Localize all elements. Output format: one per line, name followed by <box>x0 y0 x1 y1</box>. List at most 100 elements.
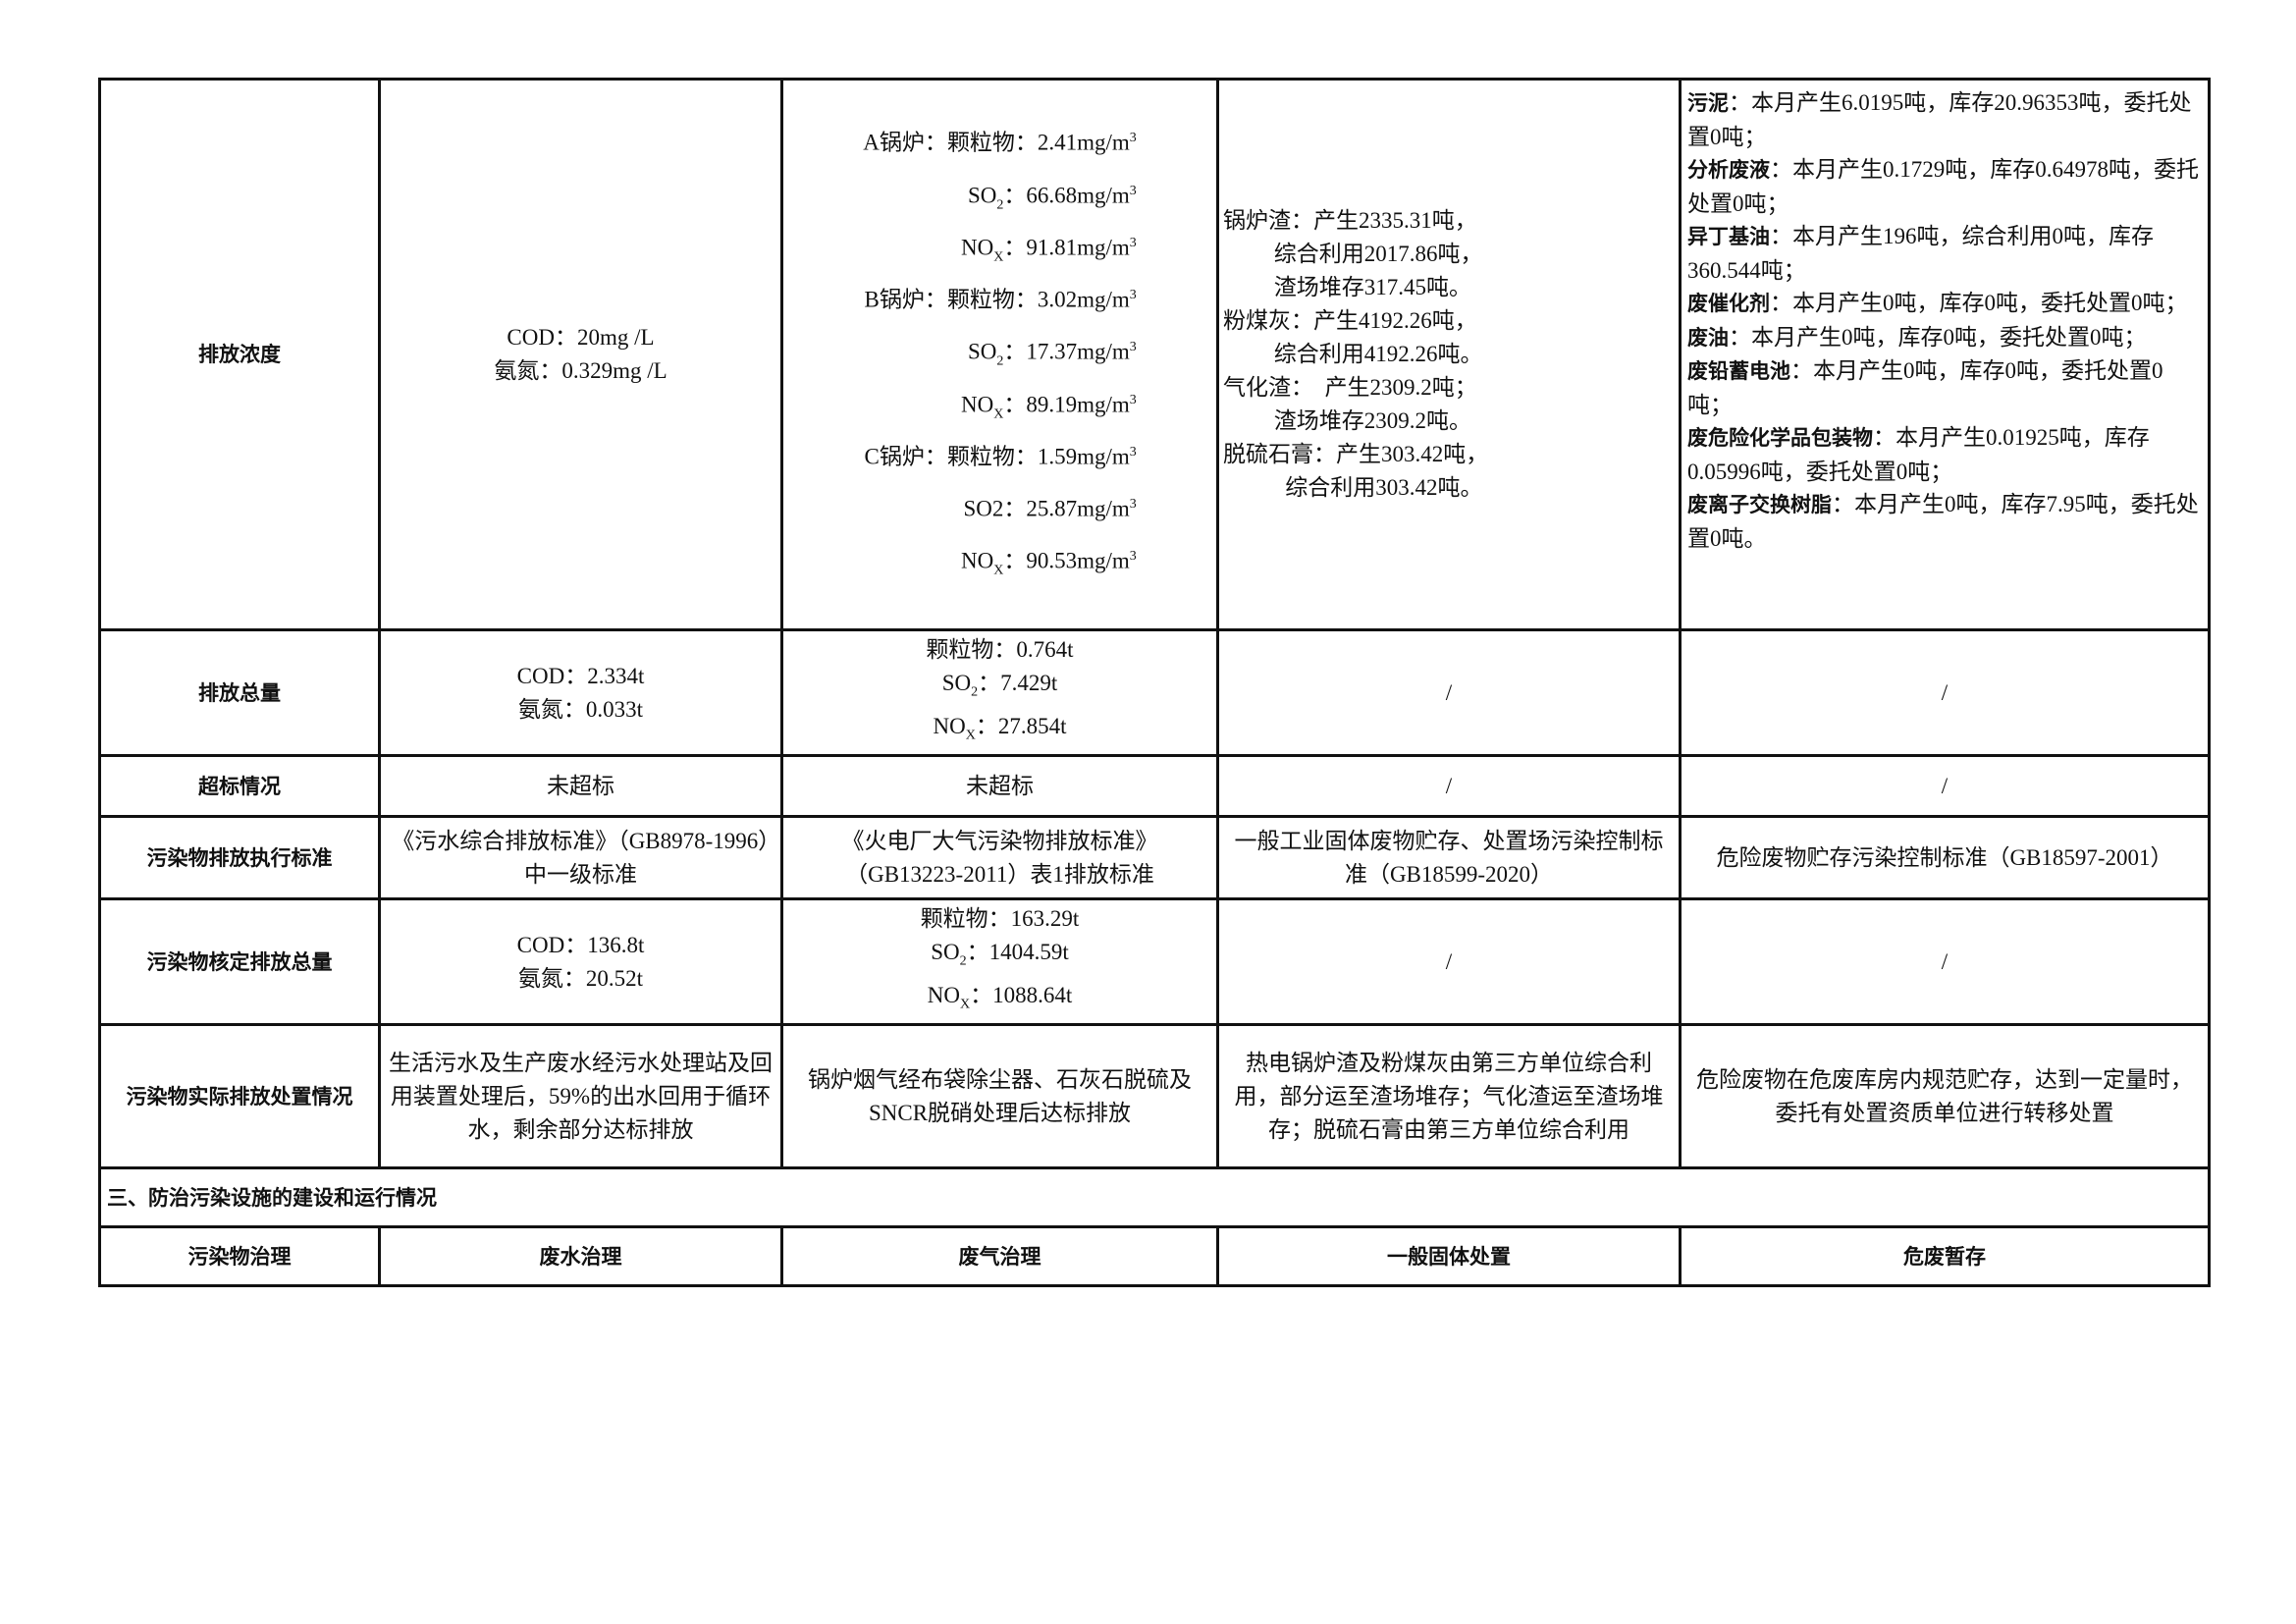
water-exceed: 未超标 <box>378 754 783 819</box>
waste-name: 废铅蓄电池 <box>1687 359 1790 383</box>
concentration-value: 89.19mg/m <box>1026 392 1130 417</box>
waste-detail: ：本月产生6.0195吨，库存20.96353吨，委托处置0吨； <box>1687 90 2192 149</box>
pollutant-name: NO <box>960 235 994 260</box>
gas-concentration: A锅炉：颗粒物：2.41mg/m3 SO2：66.68mg/m3 NOX：91.81… <box>780 78 1219 631</box>
subscript: 2 <box>996 353 1004 369</box>
waste-detail: ：本月产生0.01925吨，库存0.05996吨，委托处置0吨； <box>1687 425 2150 484</box>
hazardous-waste-item: 异丁基油：本月产生196吨，综合利用0吨，库存360.544吨； <box>1687 220 2202 287</box>
superscript: 3 <box>1129 549 1137 565</box>
superscript: 3 <box>1129 235 1137 250</box>
subscript: X <box>993 249 1004 265</box>
hazardous-disposal: 危险废物在危废库房内规范贮存，达到一定量时，委托有处置资质单位进行转移处置 <box>1679 1023 2211 1170</box>
hazardous-waste-item: 废铅蓄电池：本月产生0吨，库存0吨，委托处置0吨； <box>1687 354 2202 421</box>
row-disposal: 污染物实际排放处置情况 生活污水及生产废水经污水处理站及回用装置处理后，59%的… <box>98 1023 2211 1170</box>
header-wastewater: 废水治理 <box>378 1225 783 1288</box>
hazardous-exceed: / <box>1679 754 2211 819</box>
cod-value: COD：136.8t <box>516 932 645 957</box>
row-concentration: 排放浓度 COD：20mg /L 氨氮：0.329mg /L A锅炉：颗粒物：2.… <box>98 78 2211 631</box>
ammonia-value: 氨氮：20.52t <box>517 965 644 991</box>
pollutant-name: SO <box>967 340 997 365</box>
row-standard: 污染物排放执行标准 《污水综合排放标准》（GB8978-1996）中一级标准 《… <box>98 815 2211 901</box>
solid-waste-line: 粉煤灰：产生4192.26吨， <box>1223 308 1477 333</box>
gas-disposal: 锅炉烟气经布袋除尘器、石灰石脱硫及SNCR脱硝处理后达标排放 <box>780 1023 1219 1170</box>
pm-value: 颗粒物：163.29t <box>920 906 1080 932</box>
gas-concentration-line: NOX：90.53mg/m3 <box>960 549 1137 578</box>
concentration-value: 17.37mg/m <box>1026 340 1130 365</box>
boiler-label: B锅炉： <box>864 287 947 312</box>
solid-waste-line: 脱硫石膏：产生303.42吨， <box>1223 442 1489 466</box>
cod-value: COD：2.334t <box>516 663 645 688</box>
superscript: 3 <box>1129 444 1137 460</box>
waste-detail: ：本月产生0吨，库存0吨，委托处置0吨； <box>1770 291 2188 315</box>
boiler-label: A锅炉： <box>863 131 947 156</box>
header-waste-gas: 废气治理 <box>780 1225 1219 1288</box>
gas-concentration-line: NOX：91.81mg/m3 <box>960 235 1137 265</box>
header-solid: 一般固体处置 <box>1216 1225 1682 1288</box>
waste-name: 异丁基油 <box>1687 225 1770 248</box>
subscript: 2 <box>996 196 1004 212</box>
so2-value: SO2：1404.59t <box>931 940 1069 969</box>
row-label: 排放浓度 <box>98 78 381 631</box>
waste-detail: ：本月产生0.1729吨，库存0.64978吨，委托处置0吨； <box>1687 157 2199 216</box>
nox-value: NOX：27.854t <box>933 713 1067 743</box>
water-approved: COD：136.8t 氨氮：20.52t <box>378 897 783 1027</box>
hazardous-waste-item: 废油：本月产生0吨，库存0吨，委托处置0吨； <box>1687 321 2202 355</box>
subscript: X <box>993 563 1004 578</box>
solid-waste-line: 综合利用2017.86吨， <box>1223 242 1483 266</box>
waste-detail: ：本月产生196吨，综合利用0吨，库存360.544吨； <box>1687 224 2154 283</box>
solid-waste-line: 渣场堆存317.45吨。 <box>1223 275 1471 299</box>
gas-concentration-line: SO2：17.37mg/m3 <box>967 340 1137 369</box>
pollutant-name: NO <box>960 549 994 574</box>
row-label: 污染物核定排放总量 <box>98 897 381 1027</box>
solid-waste-line: 综合利用303.42吨。 <box>1223 475 1483 500</box>
gas-total: 颗粒物：0.764t SO2：7.429t NOX：27.854t <box>780 627 1219 758</box>
gas-concentration-line: B锅炉：颗粒物：3.02mg/m3 <box>864 287 1137 312</box>
concentration-value: 1.59mg/m <box>1037 444 1130 469</box>
waste-detail: ：本月产生0吨，库存0吨，委托处置0吨； <box>1729 324 2147 350</box>
nox-value: NOX：1088.64t <box>927 982 1073 1012</box>
water-total: COD：2.334t 氨氮：0.033t <box>378 627 783 758</box>
water-disposal: 生活污水及生产废水经污水处理站及回用装置处理后，59%的出水回用于循环水，剩余部… <box>378 1023 783 1170</box>
ammonia-value: 氨氮：0.329mg /L <box>494 358 667 383</box>
waste-name: 分析废液 <box>1687 158 1770 182</box>
superscript: 3 <box>1129 183 1137 198</box>
hazardous-concentration: 污泥：本月产生6.0195吨，库存20.96353吨，委托处置0吨； 分析废液：本… <box>1679 78 2211 631</box>
superscript: 3 <box>1129 131 1137 146</box>
row-label: 污染物排放执行标准 <box>98 815 381 901</box>
gas-approved: 颗粒物：163.29t SO2：1404.59t NOX：1088.64t <box>780 897 1219 1027</box>
gas-concentration-line: NOX：89.19mg/m3 <box>960 392 1137 421</box>
gas-exceed: 未超标 <box>780 754 1219 819</box>
waste-detail: ：本月产生0吨，库存0吨，委托处置0吨； <box>1687 358 2163 417</box>
solid-approved: / <box>1216 897 1682 1027</box>
hazardous-waste-item: 污泥：本月产生6.0195吨，库存20.96353吨，委托处置0吨； <box>1687 86 2202 153</box>
concentration-value: 91.81mg/m <box>1026 235 1130 260</box>
solid-waste-line: 渣场堆存2309.2吨。 <box>1223 408 1471 433</box>
waste-detail: ：本月产生0吨，库存7.95吨，委托处置0吨。 <box>1687 492 2199 551</box>
gas-concentration-line: SO2：25.87mg/m3 <box>963 496 1137 521</box>
concentration-value: 3.02mg/m <box>1037 287 1130 312</box>
gas-concentration-line: A锅炉：颗粒物：2.41mg/m3 <box>863 131 1137 156</box>
waste-name: 废催化剂 <box>1687 292 1770 315</box>
pollutant-name: 颗粒物 <box>946 131 1015 156</box>
solid-total: / <box>1216 627 1682 758</box>
solid-standard: 一般工业固体废物贮存、处置场污染控制标准（GB18599-2020） <box>1216 815 1682 901</box>
concentration-value: 25.87mg/m <box>1026 496 1130 521</box>
solid-waste-line: 锅炉渣：产生2335.31吨， <box>1223 208 1477 233</box>
solid-exceed: / <box>1216 754 1682 819</box>
subscript: X <box>993 406 1004 421</box>
waste-name: 废离子交换树脂 <box>1687 493 1832 516</box>
concentration-value: 90.53mg/m <box>1026 549 1130 574</box>
superscript: 3 <box>1129 288 1137 303</box>
row-label: 超标情况 <box>98 754 381 819</box>
hazardous-standard: 危险废物贮存污染控制标准（GB18597-2001） <box>1679 815 2211 901</box>
section3-title-row: 三、防治污染设施的建设和运行情况 <box>98 1166 2211 1229</box>
superscript: 3 <box>1129 497 1137 513</box>
water-concentration: COD：20mg /L 氨氮：0.329mg /L <box>378 78 783 631</box>
so2-value: SO2：7.429t <box>941 671 1058 700</box>
row-label: 污染物实际排放处置情况 <box>98 1023 381 1170</box>
gas-concentration-line: SO2：66.68mg/m3 <box>967 183 1137 212</box>
hazardous-waste-item: 废危险化学品包装物：本月产生0.01925吨，库存0.05996吨，委托处置0吨… <box>1687 421 2202 488</box>
row-total: 排放总量 COD：2.334t 氨氮：0.033t 颗粒物：0.764t SO2：7… <box>98 627 2211 758</box>
solid-waste-line: 气化渣： 产生2309.2吨； <box>1223 375 1477 400</box>
waste-name: 废油 <box>1687 325 1729 350</box>
